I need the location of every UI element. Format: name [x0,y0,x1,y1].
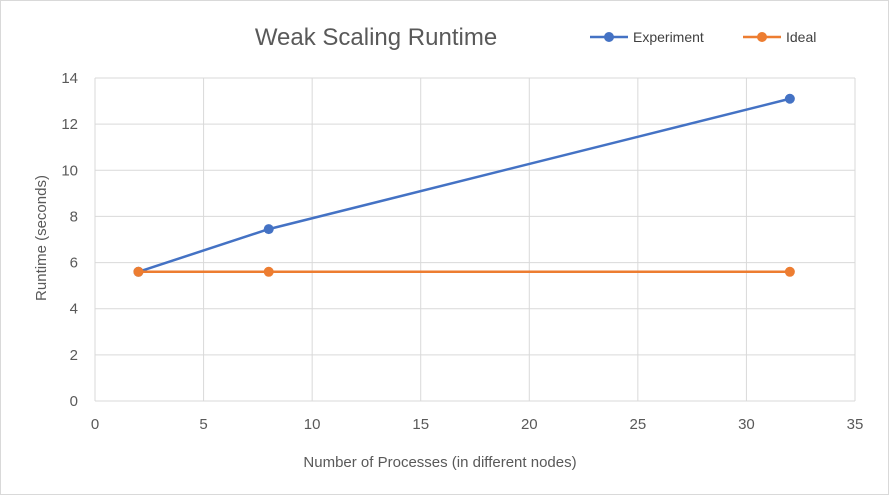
y-axis-label: Runtime (seconds) [33,175,50,301]
x-tick-label: 35 [847,416,864,433]
x-tick-label: 10 [304,416,321,433]
x-tick-label: 0 [91,416,99,433]
y-tick-label: 0 [70,393,78,410]
x-tick-label: 25 [630,416,647,433]
x-tick-label: 15 [412,416,429,433]
data-point-ideal [133,266,144,277]
series-ideal [133,266,795,277]
x-tick-labels: 0 5 10 15 20 25 30 35 [91,416,864,433]
x-tick-label: 5 [199,416,207,433]
y-tick-label: 12 [61,116,78,133]
legend: Experiment Ideal [590,29,816,45]
y-tick-label: 8 [70,208,78,225]
data-point-experiment [784,93,795,104]
legend-item-experiment: Experiment [590,29,704,45]
x-tick-label: 20 [521,416,538,433]
legend-item-ideal: Ideal [743,29,816,45]
y-tick-label: 6 [70,255,78,272]
y-tick-labels: 0 2 4 6 8 10 12 14 [61,70,78,410]
legend-marker-experiment [604,32,614,42]
legend-label-experiment: Experiment [633,29,704,45]
legend-marker-ideal [757,32,767,42]
chart-title: Weak Scaling Runtime [255,24,497,51]
series-experiment [133,93,795,277]
series-layer [133,93,795,277]
y-tick-label: 4 [70,301,78,318]
grid-lines [94,77,856,402]
data-point-ideal [784,266,795,277]
y-tick-label: 14 [61,70,78,87]
data-point-ideal [263,266,274,277]
legend-label-ideal: Ideal [786,29,816,45]
y-tick-label: 10 [61,162,78,179]
series-line-experiment [138,97,791,273]
x-axis-label: Number of Processes (in different nodes) [303,454,576,471]
x-tick-label: 30 [738,416,755,433]
y-tick-label: 2 [70,347,78,364]
data-point-experiment [263,224,274,235]
